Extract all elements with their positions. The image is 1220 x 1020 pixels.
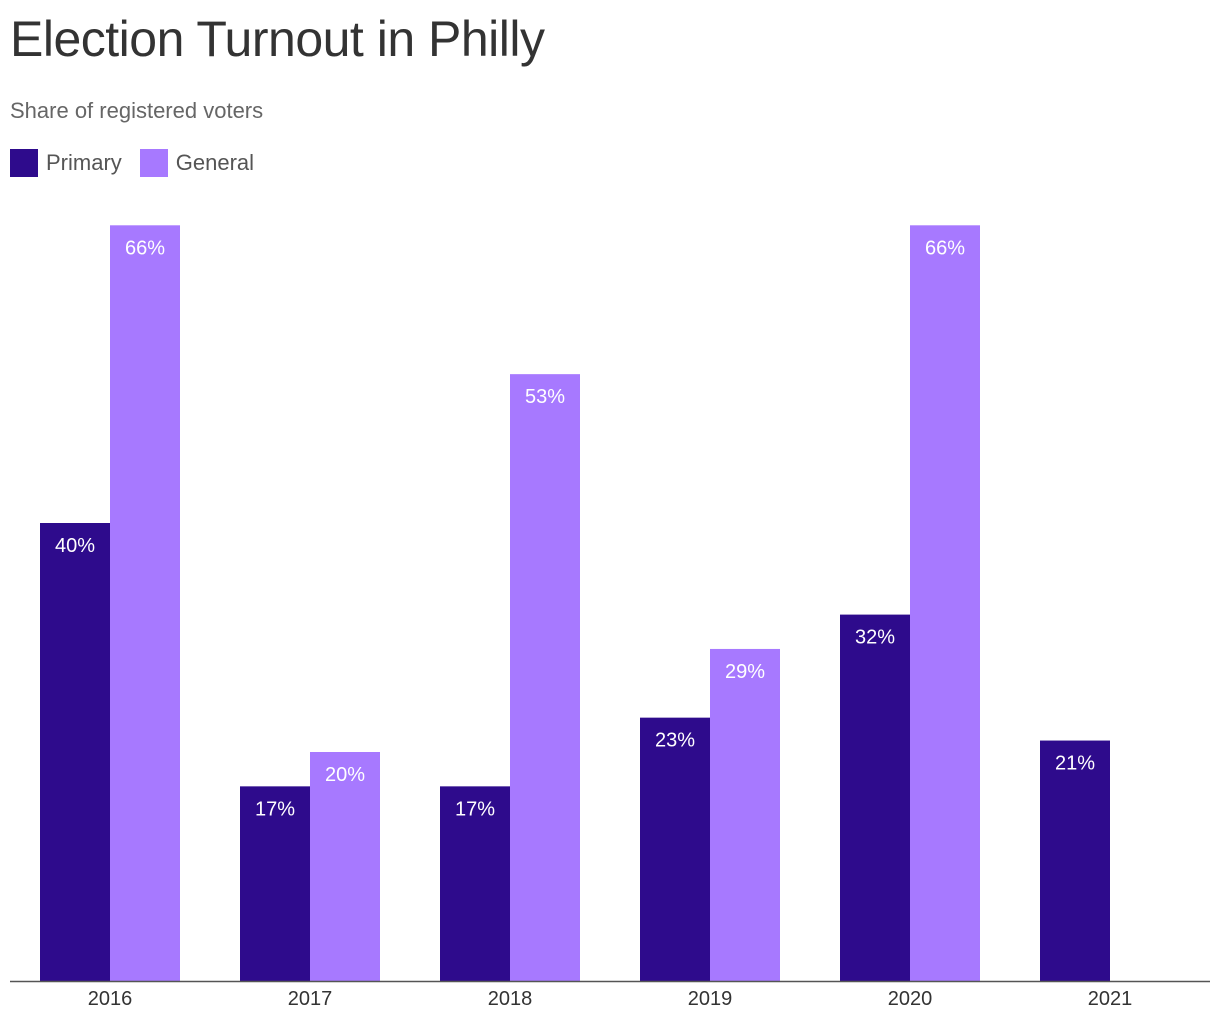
- x-tick-label-2017: 2017: [288, 988, 333, 1010]
- x-tick-label-2016: 2016: [88, 988, 133, 1010]
- data-label-general-2017: 20%: [325, 764, 365, 786]
- legend-label-primary: Primary: [46, 150, 122, 175]
- legend-item-general: General: [139, 149, 255, 177]
- chart-title: Election Turnout in Philly: [10, 11, 545, 67]
- x-tick-label-2020: 2020: [888, 988, 933, 1010]
- x-tick-label-2019: 2019: [688, 988, 733, 1010]
- legend-swatch-primary: [10, 149, 38, 177]
- x-tick-label-2018: 2018: [488, 988, 533, 1010]
- legend-item-primary: Primary: [10, 149, 122, 177]
- legend-swatch-general: [139, 149, 168, 177]
- chart-subtitle: Share of registered voters: [10, 98, 264, 123]
- bar-general-2016: [110, 225, 180, 982]
- data-label-general-2016: 66%: [125, 237, 165, 259]
- data-label-primary-2020: 32%: [855, 627, 895, 649]
- bar-general-2020: [910, 225, 980, 982]
- bar-general-2019: [710, 648, 780, 981]
- bar-primary-2017: [240, 786, 310, 981]
- data-label-primary-2018: 17%: [455, 798, 495, 820]
- legend-label-general: General: [175, 150, 255, 175]
- bar-primary-2019: [640, 717, 710, 981]
- bar-primary-2016: [40, 523, 110, 981]
- bar-general-2018: [510, 374, 580, 981]
- bar-primary-2021: [1040, 740, 1110, 981]
- bar-general-2017: [310, 752, 380, 981]
- data-label-primary-2021: 21%: [1055, 753, 1095, 775]
- bar-primary-2020: [840, 614, 910, 981]
- data-label-general-2019: 29%: [725, 661, 765, 683]
- bar-primary-2018: [440, 786, 510, 981]
- x-tick-label-2021: 2021: [1088, 988, 1133, 1010]
- data-label-primary-2016: 40%: [55, 535, 95, 557]
- data-label-general-2020: 66%: [925, 237, 965, 259]
- data-label-general-2018: 53%: [525, 386, 565, 408]
- data-label-primary-2019: 23%: [655, 730, 695, 752]
- data-label-primary-2017: 17%: [255, 798, 295, 820]
- legend: Primary General: [10, 148, 272, 178]
